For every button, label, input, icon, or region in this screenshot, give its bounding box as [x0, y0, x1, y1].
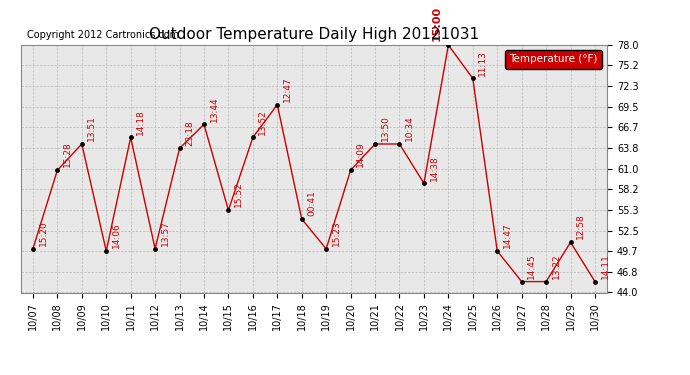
Point [370, 141, 381, 147]
Title: Outdoor Temperature Daily High 20121031: Outdoor Temperature Daily High 20121031 [149, 27, 479, 42]
Text: 13:51: 13:51 [88, 116, 97, 141]
Point [125, 135, 136, 141]
Text: 14:06: 14:06 [112, 222, 121, 248]
Text: 12:47: 12:47 [283, 76, 292, 102]
Point [199, 122, 210, 128]
Point [589, 279, 600, 285]
Point [516, 279, 527, 285]
Point [272, 102, 283, 108]
Point [223, 207, 234, 213]
Text: 15:20: 15:20 [39, 220, 48, 246]
Text: 15:52: 15:52 [234, 182, 243, 207]
Point [247, 135, 258, 141]
Text: 15:28: 15:28 [63, 142, 72, 167]
Text: 14:11: 14:11 [600, 253, 609, 279]
Point [540, 279, 551, 285]
Text: 12:58: 12:58 [576, 214, 585, 240]
Text: Copyright 2012 Cartronics.com: Copyright 2012 Cartronics.com [26, 30, 179, 40]
Text: 23:18: 23:18 [185, 120, 194, 146]
Text: 14:47: 14:47 [503, 223, 512, 248]
Point [321, 246, 332, 252]
Text: 15:00: 15:00 [432, 6, 442, 41]
Text: 13:57: 13:57 [161, 220, 170, 246]
Point [174, 146, 185, 152]
Text: 15:23: 15:23 [332, 220, 341, 246]
Legend: Temperature (°F): Temperature (°F) [505, 50, 602, 69]
Point [77, 141, 88, 147]
Text: 13:22: 13:22 [552, 253, 561, 279]
Point [101, 248, 112, 254]
Text: 13:44: 13:44 [210, 96, 219, 122]
Text: 00:41: 00:41 [307, 190, 316, 216]
Point [492, 248, 503, 254]
Text: 14:09: 14:09 [356, 142, 365, 167]
Text: 10:34: 10:34 [405, 116, 414, 141]
Point [52, 167, 63, 173]
Text: 11:13: 11:13 [478, 50, 487, 76]
Text: 13:52: 13:52 [259, 109, 268, 135]
Point [418, 180, 429, 186]
Point [28, 246, 39, 252]
Text: 14:18: 14:18 [136, 109, 145, 135]
Point [394, 141, 405, 147]
Point [467, 75, 478, 81]
Point [296, 216, 307, 222]
Point [150, 246, 161, 252]
Text: 14:38: 14:38 [429, 155, 438, 180]
Text: 14:45: 14:45 [527, 253, 536, 279]
Point [443, 42, 454, 48]
Point [565, 239, 576, 245]
Text: 13:50: 13:50 [381, 116, 390, 141]
Point [345, 167, 356, 173]
